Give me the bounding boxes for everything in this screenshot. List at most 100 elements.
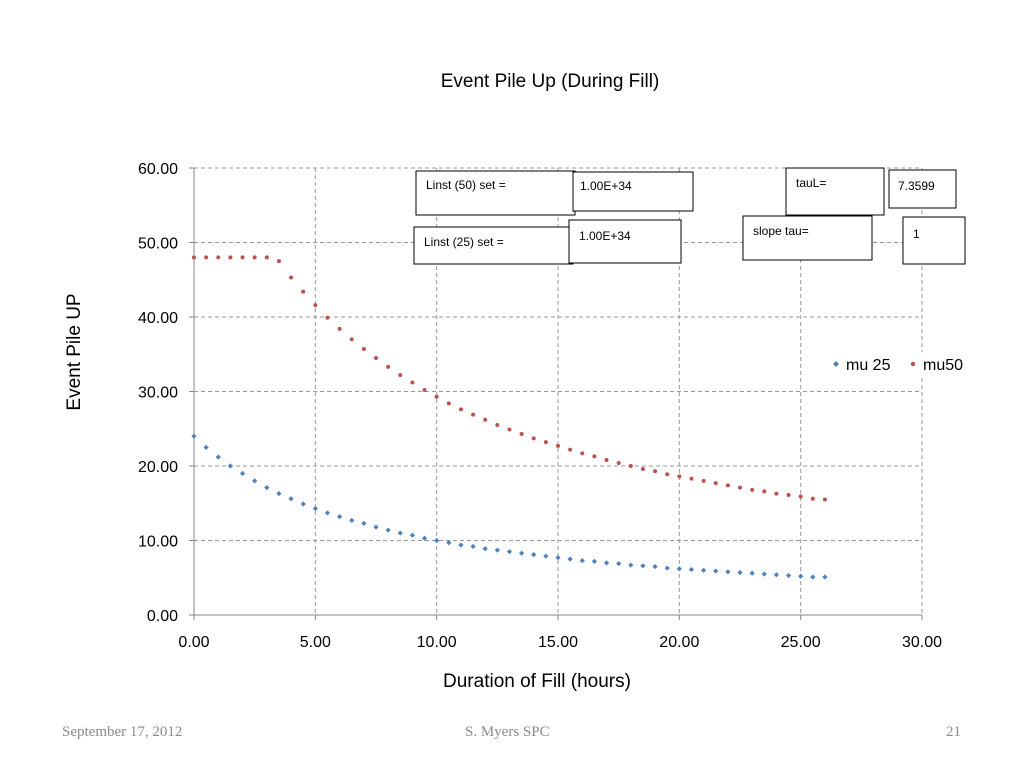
annotation-taul-label-box xyxy=(785,167,885,216)
data-point-mu25 xyxy=(215,454,221,460)
data-point-mu25 xyxy=(482,546,488,552)
data-point-mu50 xyxy=(252,255,257,260)
data-point-mu25 xyxy=(397,530,403,536)
y-tick-label: 20.00 xyxy=(138,459,178,476)
data-point-mu50 xyxy=(786,493,791,498)
series-mu50 xyxy=(192,255,827,502)
annotation-slope-label: slope tau= xyxy=(753,224,809,238)
annotation-taul-value-box xyxy=(888,169,957,209)
y-axis-label: Event Pile UP xyxy=(64,293,85,410)
legend-marker-mu50 xyxy=(910,361,916,367)
data-point-mu50 xyxy=(325,315,330,320)
tick-labels: 0.00 5.00 10.00 15.00 20.00 25.00 30.00 0.00 10.… xyxy=(138,161,942,651)
data-point-mu50 xyxy=(725,483,730,488)
data-point-mu25 xyxy=(579,558,585,564)
data-point-mu25 xyxy=(361,520,367,526)
data-point-mu50 xyxy=(762,489,767,494)
data-point-mu50 xyxy=(216,255,221,260)
footer-date: September 17, 2012 xyxy=(62,724,183,740)
data-point-mu25 xyxy=(227,463,233,469)
data-point-mu50 xyxy=(301,289,306,294)
data-point-mu25 xyxy=(446,540,452,546)
data-point-mu50 xyxy=(313,303,318,308)
annotation-linst50-value-box xyxy=(572,171,694,212)
legend-marker-mu25 xyxy=(833,361,839,367)
annotation-linst50-label: Linst (50) set = xyxy=(426,178,506,192)
data-point-mu25 xyxy=(713,568,719,574)
annotation-taul-label: tauL= xyxy=(796,176,826,190)
data-point-mu25 xyxy=(337,514,343,520)
x-tick-label: 0.00 xyxy=(178,634,209,651)
annotation-slope-label-box xyxy=(742,215,873,261)
y-tick-label: 0.00 xyxy=(147,608,178,625)
data-point-mu50 xyxy=(446,401,451,406)
data-point-mu25 xyxy=(749,570,755,576)
annotation-linst25-label: Linst (25) set = xyxy=(424,235,504,249)
data-point-mu50 xyxy=(458,407,463,412)
y-tick-label: 50.00 xyxy=(138,236,178,253)
data-point-mu50 xyxy=(774,491,779,496)
annotation-slope-value-box xyxy=(902,216,966,265)
data-point-mu25 xyxy=(591,558,597,564)
data-point-mu50 xyxy=(434,394,439,399)
data-point-mu25 xyxy=(543,553,549,559)
data-point-mu50 xyxy=(810,496,815,501)
data-point-mu25 xyxy=(506,549,513,555)
data-point-mu25 xyxy=(264,485,270,491)
x-tick-label: 30.00 xyxy=(902,634,942,651)
data-point-mu50 xyxy=(798,494,803,499)
data-point-mu25 xyxy=(737,569,743,576)
data-point-mu50 xyxy=(531,436,536,441)
footer-author: S. Myers SPC xyxy=(465,724,550,740)
data-point-mu50 xyxy=(386,364,391,369)
data-point-mu50 xyxy=(507,427,512,432)
data-point-mu50 xyxy=(556,443,560,448)
data-point-mu25 xyxy=(470,543,476,550)
data-point-mu50 xyxy=(628,464,633,468)
data-point-mu50 xyxy=(361,347,366,352)
data-point-mu50 xyxy=(422,388,427,393)
annotation-taul: tauL= 7.3599 xyxy=(785,167,957,216)
data-point-mu25 xyxy=(603,560,610,566)
series-mu25 xyxy=(191,433,828,580)
data-point-mu50 xyxy=(276,259,281,264)
annotation-linst50-value: 1.00E+34 xyxy=(580,179,632,193)
data-point-mu25 xyxy=(785,572,792,579)
data-point-mu25 xyxy=(616,560,622,567)
data-point-mu50 xyxy=(701,478,706,483)
annotation-linst25-label-box xyxy=(413,226,574,265)
data-point-mu50 xyxy=(738,485,742,490)
data-point-mu25 xyxy=(434,537,440,544)
legend-label-mu50: mu50 xyxy=(923,357,963,374)
chart-title: Event Pile Up (During Fill) xyxy=(441,71,660,92)
data-point-mu50 xyxy=(822,497,827,502)
data-point-mu25 xyxy=(203,444,209,450)
data-point-mu50 xyxy=(640,466,645,471)
axes xyxy=(189,167,923,620)
data-point-mu25 xyxy=(822,574,828,580)
x-tick-label: 25.00 xyxy=(781,634,821,651)
data-point-mu25 xyxy=(567,556,573,562)
data-point-mu25 xyxy=(555,555,561,561)
y-tick-label: 30.00 xyxy=(138,385,178,402)
data-point-mu25 xyxy=(385,527,391,533)
data-point-mu25 xyxy=(725,569,731,575)
data-point-mu25 xyxy=(640,563,646,569)
legend-background xyxy=(822,352,968,376)
data-point-mu25 xyxy=(628,562,634,568)
x-axis-label: Duration of Fill (hours) xyxy=(443,671,631,692)
data-point-mu25 xyxy=(252,478,258,484)
data-point-mu50 xyxy=(677,474,682,479)
data-point-mu50 xyxy=(580,451,585,456)
data-point-mu50 xyxy=(264,255,269,260)
x-tick-label: 20.00 xyxy=(659,634,699,651)
data-point-mu25 xyxy=(288,496,294,502)
data-point-mu50 xyxy=(665,472,670,477)
data-point-mu25 xyxy=(349,517,355,523)
data-point-mu25 xyxy=(312,505,318,512)
data-point-mu25 xyxy=(652,563,658,570)
data-point-mu50 xyxy=(616,461,621,466)
data-point-mu50 xyxy=(228,255,233,260)
data-point-mu25 xyxy=(531,552,537,558)
footer-page-number: 21 xyxy=(946,724,961,740)
